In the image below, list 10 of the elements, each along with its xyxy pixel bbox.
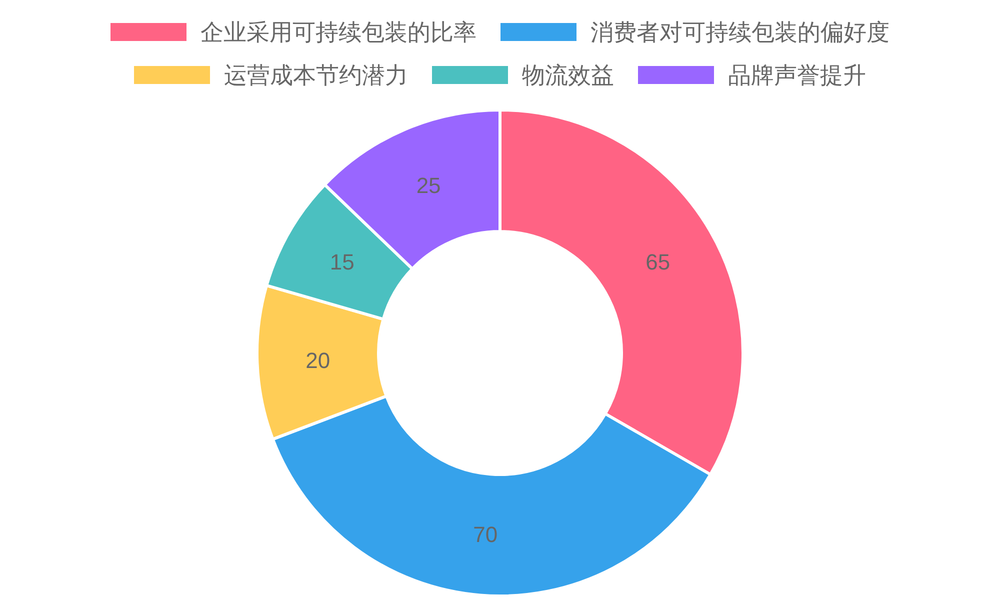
data-label: 20: [306, 348, 330, 373]
data-label: 70: [473, 522, 498, 548]
data-label: 65: [646, 249, 670, 274]
data-label: 25: [416, 172, 441, 198]
legend-label: 品牌声誉提升: [728, 62, 866, 88]
legend-label: 消费者对可持续包装的偏好度: [590, 19, 890, 45]
legend-label: 企业采用可持续包装的比率: [200, 19, 476, 45]
legend-label: 物流效益: [522, 62, 614, 88]
legend-label: 运营成本节约潜力: [224, 62, 408, 88]
data-label: 15: [330, 249, 354, 274]
